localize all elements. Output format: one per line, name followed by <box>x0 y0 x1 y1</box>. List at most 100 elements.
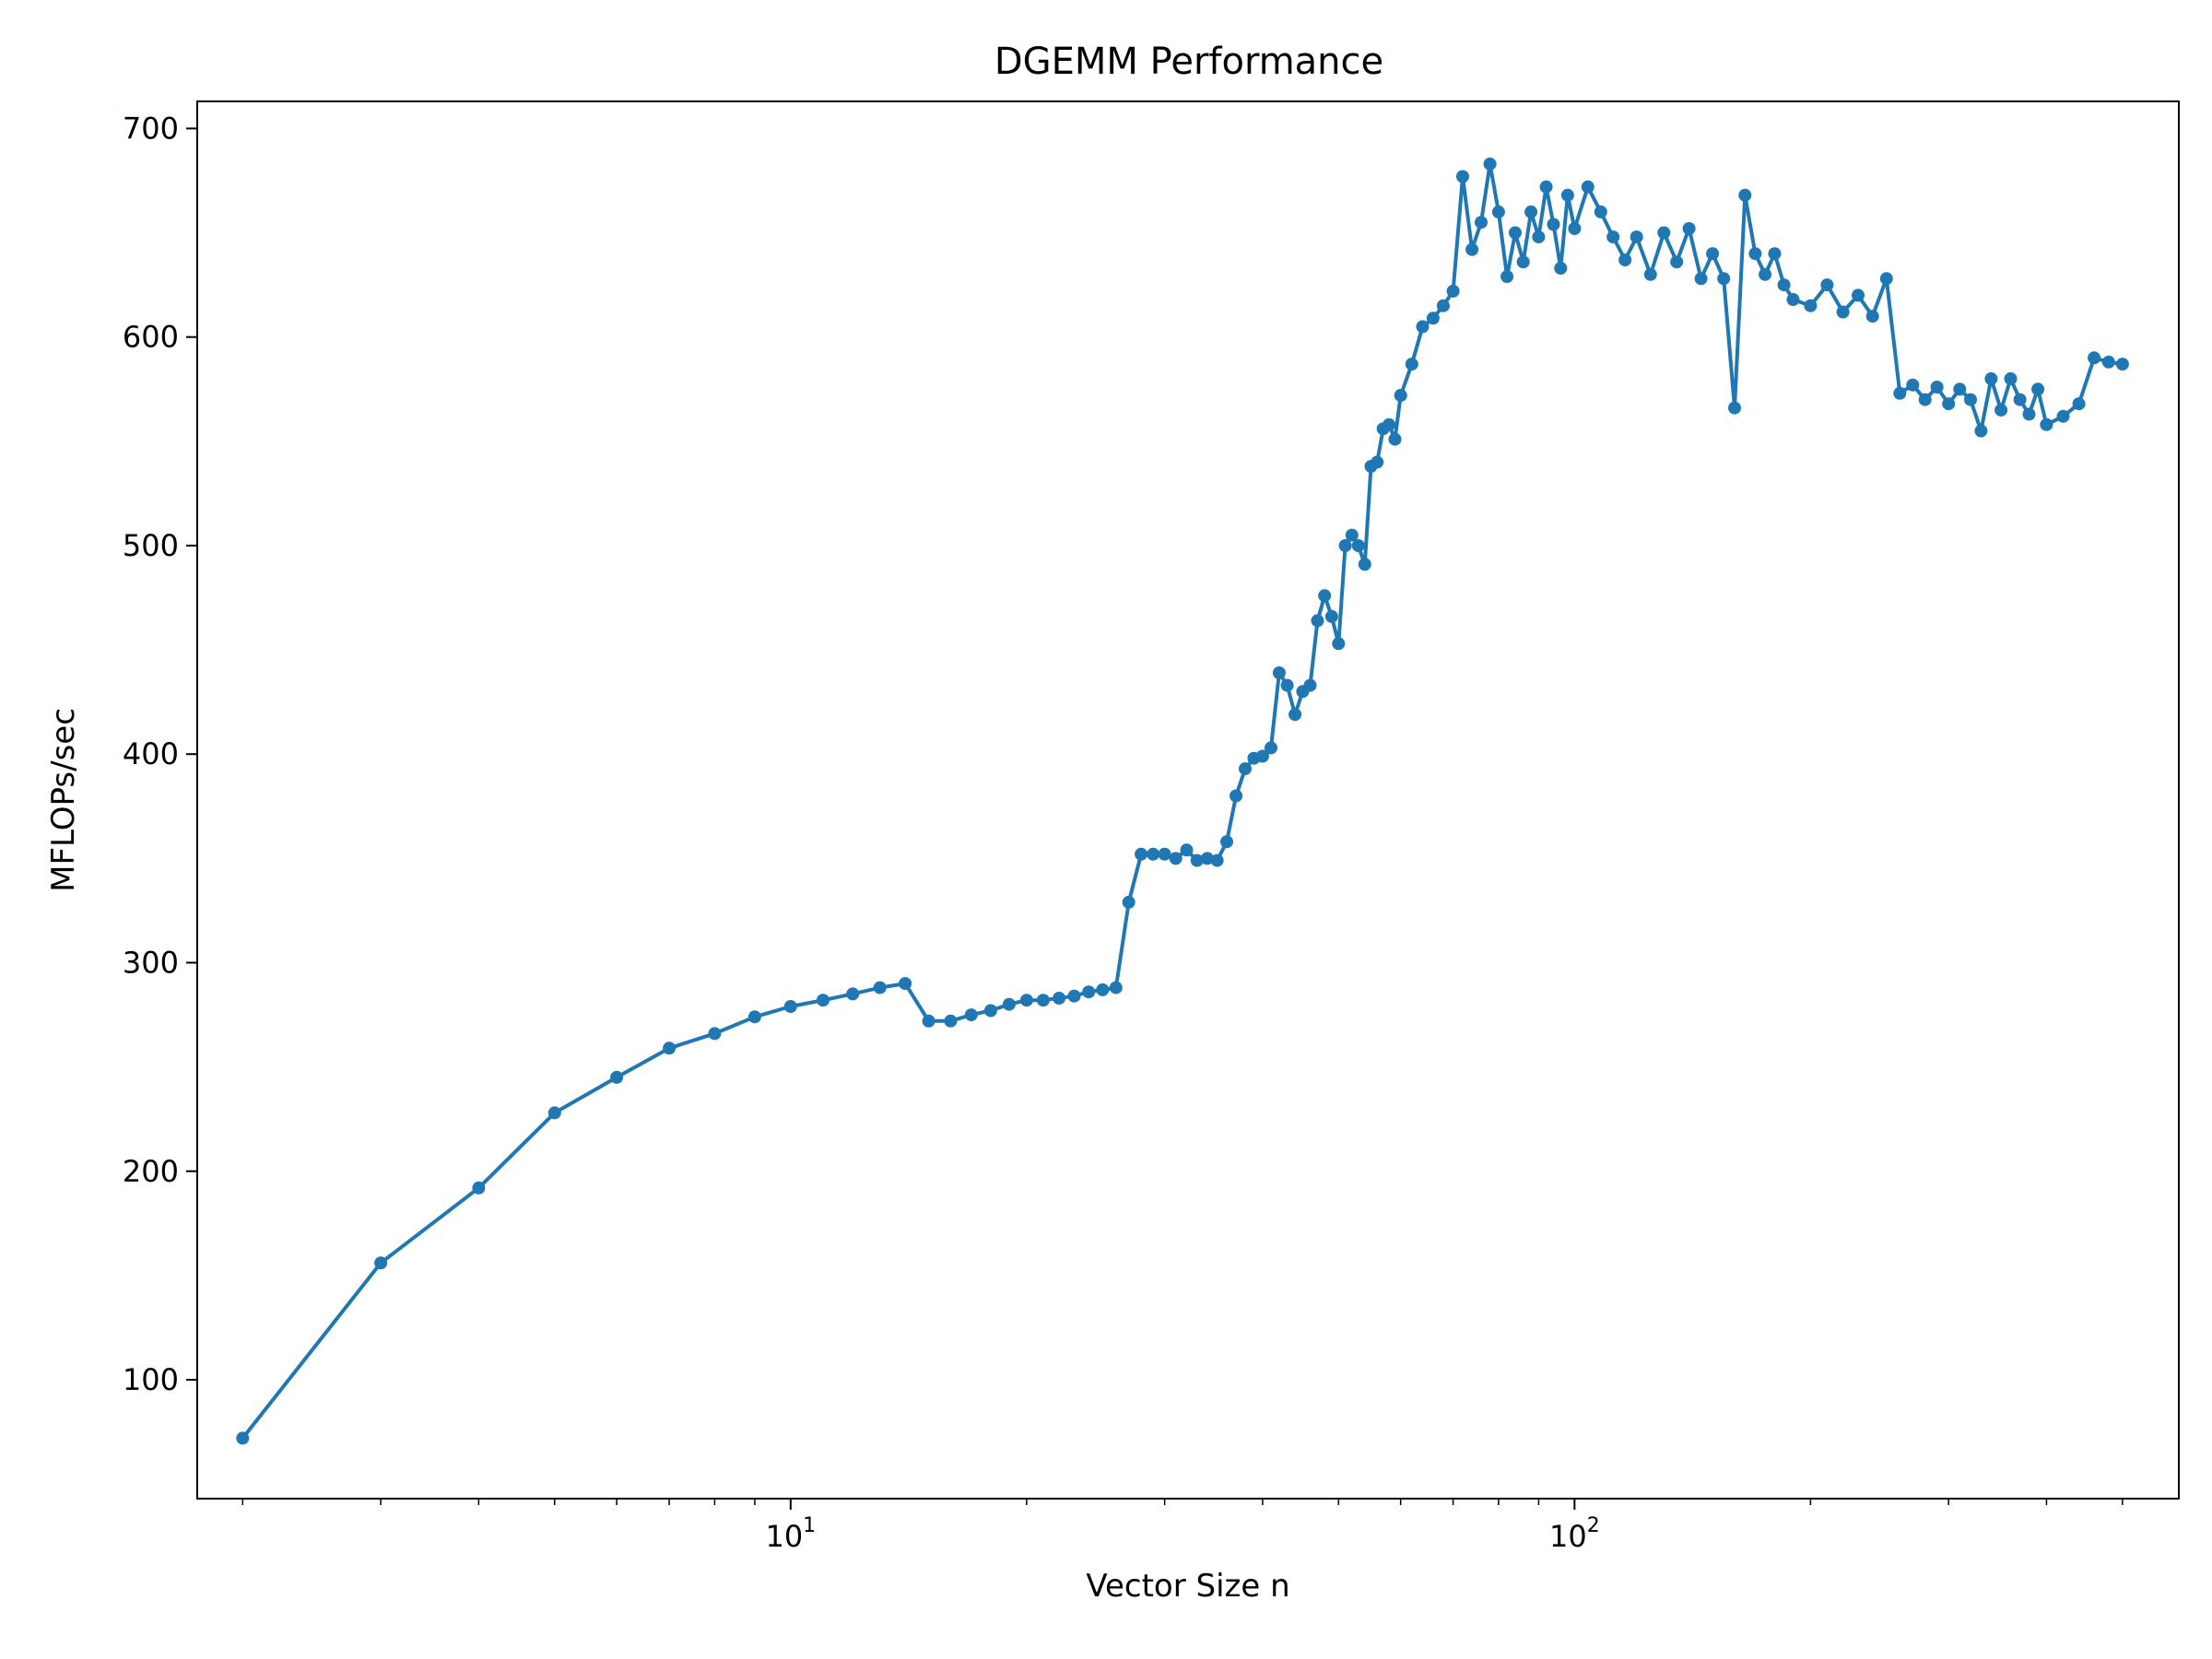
data-point <box>1786 293 1800 306</box>
y-tick-label: 200 <box>123 1154 179 1189</box>
y-tick-label: 600 <box>123 320 179 355</box>
y-tick-label: 700 <box>123 111 179 146</box>
data-point <box>1777 278 1791 292</box>
data-point <box>1351 539 1365 552</box>
data-point <box>1539 180 1553 194</box>
data-point <box>1109 981 1123 994</box>
data-point <box>1053 992 1066 1005</box>
data-point <box>1416 320 1430 334</box>
data-point <box>1942 397 1956 411</box>
data-point <box>1768 247 1782 261</box>
x-axis: 101 102 <box>241 1499 2124 1554</box>
data-point <box>2115 358 2129 371</box>
data-point <box>1581 180 1594 194</box>
data-point <box>1280 678 1294 692</box>
data-point <box>1382 418 1396 431</box>
data-point <box>1002 997 1016 1011</box>
data-point <box>1036 994 1050 1007</box>
data-point <box>1483 157 1497 171</box>
data-point <box>2056 409 2070 423</box>
data-point <box>922 1014 935 1028</box>
data-point <box>983 1004 997 1018</box>
chart-title: DGEMM Performance <box>994 41 1383 83</box>
plot-frame <box>196 100 2180 1500</box>
data-point <box>1568 222 1582 235</box>
data-point <box>1852 288 1865 302</box>
data-point <box>1288 708 1302 722</box>
data-point <box>873 981 887 994</box>
data-point <box>1694 272 1708 286</box>
data-point <box>1930 381 1944 394</box>
data-point <box>1122 895 1135 909</box>
data-point <box>1918 393 1932 406</box>
x-tick-label: 102 <box>1549 1514 1600 1554</box>
data-point <box>1836 305 1850 319</box>
data-point <box>1738 188 1752 202</box>
data-point <box>1682 222 1696 235</box>
data-point <box>1200 852 1214 865</box>
data-point <box>610 1070 624 1084</box>
data-point <box>1255 749 1269 763</box>
data-point <box>1630 230 1643 244</box>
data-point <box>1239 762 1252 776</box>
data-point <box>1554 262 1568 275</box>
data-point <box>547 1106 561 1120</box>
y-axis: 100 200 300 400 500 600 700 <box>123 111 197 1397</box>
data-point <box>1606 230 1620 244</box>
data-point <box>1820 278 1834 292</box>
data-point <box>1657 226 1671 240</box>
data-point <box>1491 205 1505 218</box>
data-point <box>817 994 830 1007</box>
data-point <box>2013 393 2027 406</box>
data-point <box>1804 299 1818 312</box>
data-point <box>1974 424 1988 438</box>
data-point <box>1358 558 1371 571</box>
data-point <box>1324 609 1338 623</box>
data-point <box>2101 355 2115 369</box>
data-point <box>899 977 912 991</box>
data-point <box>1560 188 1574 202</box>
data-point <box>1879 272 1893 286</box>
y-tick-label: 100 <box>123 1362 179 1397</box>
data-point <box>1728 401 1741 415</box>
data-point <box>1272 666 1286 679</box>
data-point <box>1706 247 1720 261</box>
data-point <box>964 1008 978 1022</box>
data-point <box>1311 614 1324 628</box>
data-point <box>783 1000 797 1013</box>
data-point <box>1594 205 1607 218</box>
data-point <box>1135 847 1148 861</box>
data-point <box>944 1014 958 1028</box>
data-point <box>374 1256 388 1270</box>
data-point <box>2031 382 2045 396</box>
data-point <box>1220 835 1233 849</box>
data-point <box>1332 637 1346 651</box>
y-axis-label: MFLOPs/sec <box>45 708 82 892</box>
series-line <box>241 161 2124 1440</box>
data-point <box>1964 393 1977 406</box>
data-point <box>1524 205 1538 218</box>
y-tick-label: 500 <box>123 528 179 563</box>
data-point <box>1082 985 1096 999</box>
data-point <box>2072 397 2086 411</box>
y-tick-label: 300 <box>123 945 179 980</box>
data-point <box>1643 267 1657 281</box>
data-point <box>236 1431 250 1445</box>
y-tick-label: 400 <box>123 736 179 771</box>
data-point <box>2088 351 2101 365</box>
data-point <box>2040 418 2053 431</box>
data-point <box>1436 299 1450 312</box>
data-point <box>1906 378 1920 392</box>
data-point <box>1532 230 1546 244</box>
data-point <box>1759 267 1772 281</box>
data-point <box>1748 247 1762 261</box>
data-point <box>846 987 860 1001</box>
data-point <box>1717 272 1731 286</box>
data-point <box>1147 847 1160 861</box>
data-point <box>1984 371 1998 385</box>
data-point <box>1019 994 1033 1007</box>
data-point <box>1265 741 1277 755</box>
x-axis-label: Vector Size n <box>1086 1568 1289 1605</box>
